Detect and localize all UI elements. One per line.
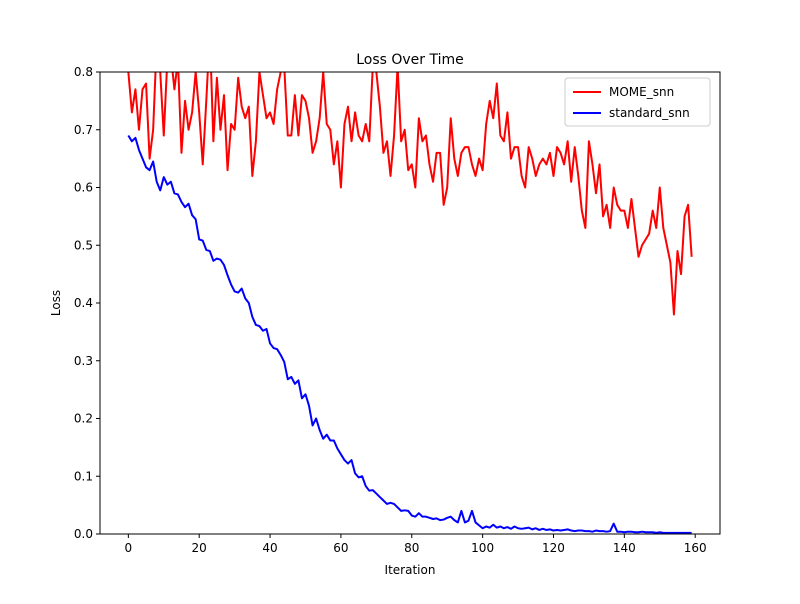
x-tick-label: 40 [262,541,277,555]
series-line-mome-snn [127,72,693,316]
y-tick-label: 0.5 [74,238,93,252]
x-axis-label: Iteration [385,563,436,577]
legend-label: MOME_snn [609,85,674,99]
y-tick-label: 0.8 [74,65,93,79]
x-tick-label: 140 [613,541,636,555]
y-tick-label: 0.1 [74,469,93,483]
x-tick-label: 120 [542,541,565,555]
x-axis-ticks: 0 20 40 60 80 100 120 140 160 [125,534,707,555]
y-tick-label: 0.4 [74,296,93,310]
chart-title: Loss Over Time [356,52,464,68]
series-line-standard-snn [127,135,692,534]
x-tick-label: 60 [333,541,348,555]
x-tick-label: 100 [471,541,494,555]
legend-label: standard_snn [609,106,690,120]
legend: MOME_snn standard_snn [564,77,711,127]
y-axis-label: Loss [49,290,63,316]
x-tick-label: 160 [684,541,707,555]
x-tick-label: 20 [192,541,207,555]
x-tick-label: 0 [125,541,133,555]
legend-box [564,77,711,127]
lines-layer [127,72,693,534]
x-tick-label: 80 [404,541,419,555]
y-tick-label: 0.2 [74,412,93,426]
y-tick-label: 0.3 [74,354,93,368]
y-tick-label: 0.6 [74,181,93,195]
y-tick-label: 0.0 [74,527,93,541]
y-tick-label: 0.7 [74,123,93,137]
y-axis-ticks: 0.0 0.1 0.2 0.3 0.4 0.5 0.6 0.7 0.8 [74,65,100,541]
